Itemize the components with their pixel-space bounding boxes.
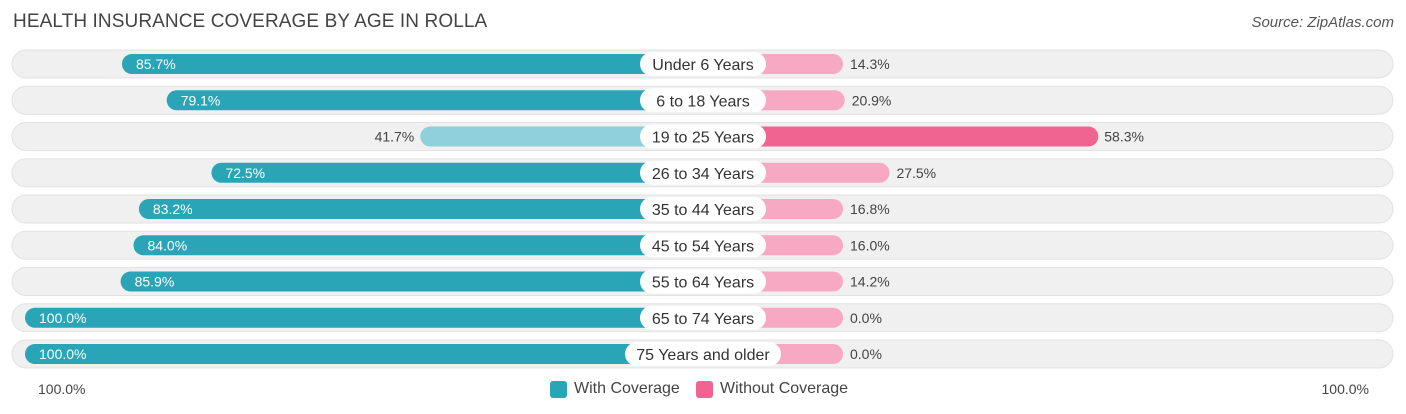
value-label-with: 84.0% (147, 237, 187, 253)
category-label: 55 to 64 Years (652, 275, 754, 292)
value-label-without: 14.2% (850, 274, 890, 290)
category-label: 65 to 74 Years (652, 311, 754, 328)
bar-without-coverage (703, 126, 1099, 147)
category-label: 19 to 25 Years (652, 130, 754, 147)
category-label: 26 to 34 Years (652, 166, 754, 183)
chart-title: HEALTH INSURANCE COVERAGE BY AGE IN ROLL… (13, 11, 488, 32)
value-label-with: 85.9% (135, 274, 175, 290)
bar-with-coverage (211, 162, 703, 183)
value-label-with: 72.5% (225, 165, 265, 181)
chart-svg: 85.7% 14.3% Under 6 Years 79.1% 20.9% 6 to 18… (11, 49, 1394, 369)
category-pill (640, 52, 766, 76)
category-pill (640, 233, 766, 258)
legend-without-coverage: Without Coverage (696, 380, 848, 398)
value-label-without: 16.8% (850, 201, 890, 217)
value-label-with: 100.0% (39, 310, 86, 326)
axis-left-label: 100.0% (38, 381, 86, 397)
category-pill (640, 88, 766, 113)
value-label-with: 79.1% (181, 92, 221, 108)
category-pill (640, 160, 766, 185)
source-label: Source: ZipAtlas.com (1251, 14, 1394, 31)
bar-with-coverage (120, 271, 703, 292)
legend-with-coverage: With Coverage (550, 380, 680, 398)
category-pill (640, 269, 766, 294)
category-label: 75 Years and older (636, 347, 770, 364)
category-label: Under 6 Years (652, 57, 753, 74)
axis-right-label: 100.0% (1321, 381, 1369, 397)
legend-swatch-with (550, 380, 567, 398)
legend-label-without: Without Coverage (720, 380, 849, 397)
legend-swatch-without (696, 380, 713, 398)
bar-with-coverage (121, 54, 704, 74)
category-label: 35 to 44 Years (652, 202, 754, 219)
value-label-without: 0.0% (850, 310, 882, 326)
bar-with-coverage (138, 199, 704, 219)
value-label-with: 41.7% (375, 129, 415, 145)
value-label-with: 83.2% (153, 201, 193, 217)
bar-with-coverage (420, 126, 703, 147)
value-label-with: 100.0% (39, 346, 86, 362)
value-label-without: 20.9% (852, 92, 892, 108)
bar-with-coverage (133, 235, 704, 256)
legend-label-with: With Coverage (574, 380, 680, 397)
legend: With Coverage Without Coverage (0, 380, 1406, 400)
bar-with-coverage (25, 344, 703, 364)
category-pill (625, 342, 781, 366)
value-label-without: 27.5% (896, 165, 936, 181)
value-label-without: 16.0% (850, 237, 890, 253)
value-label-with: 85.7% (136, 56, 176, 72)
value-label-without: 14.3% (850, 56, 890, 72)
category-label: 6 to 18 Years (656, 93, 749, 110)
category-pill (640, 197, 766, 221)
value-label-without: 0.0% (850, 346, 882, 362)
bar-with-coverage (166, 90, 703, 111)
bar-with-coverage (25, 307, 703, 328)
category-pill (640, 305, 766, 330)
category-pill (640, 124, 766, 149)
value-label-without: 58.3% (1104, 129, 1144, 145)
category-label: 45 to 54 Years (652, 238, 754, 255)
